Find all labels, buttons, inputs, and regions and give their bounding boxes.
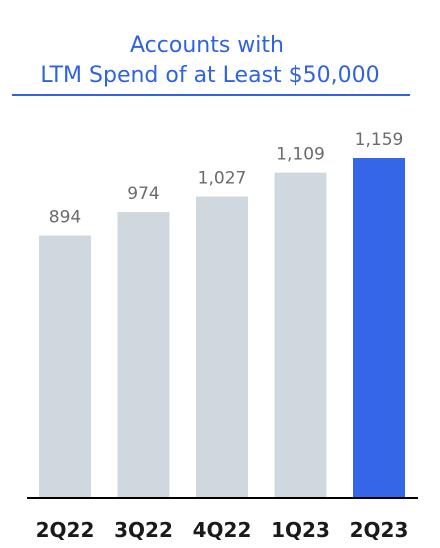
chart-title: Accounts with LTM Spend of at Least $50,… [40,33,379,88]
category-label-2q23: 2Q23 [350,518,409,542]
bars-group [39,158,405,497]
bar-2q23 [353,158,405,497]
value-labels-group: 894 974 1,027 1,109 1,159 [49,130,404,228]
value-label-1q23: 1,109 [276,145,325,165]
category-label-3q22: 3Q22 [114,518,173,542]
bar-3q22 [117,212,170,497]
value-label-2q23: 1,159 [355,130,404,150]
value-label-2q22: 894 [49,208,81,228]
value-label-3q22: 974 [127,184,159,204]
category-labels-group: 2Q22 3Q22 4Q22 1Q23 2Q23 [36,518,409,542]
category-label-2q22: 2Q22 [36,518,95,542]
bar-1q23 [274,172,327,497]
chart-title-line-2: LTM Spend of at Least $50,000 [40,63,379,88]
bar-2q22 [39,235,91,497]
value-label-4q22: 1,027 [198,169,247,189]
bar-4q22 [196,196,248,497]
category-label-4q22: 4Q22 [193,518,252,542]
chart-title-line-1: Accounts with [130,33,284,58]
category-label-1q23: 1Q23 [271,518,330,542]
